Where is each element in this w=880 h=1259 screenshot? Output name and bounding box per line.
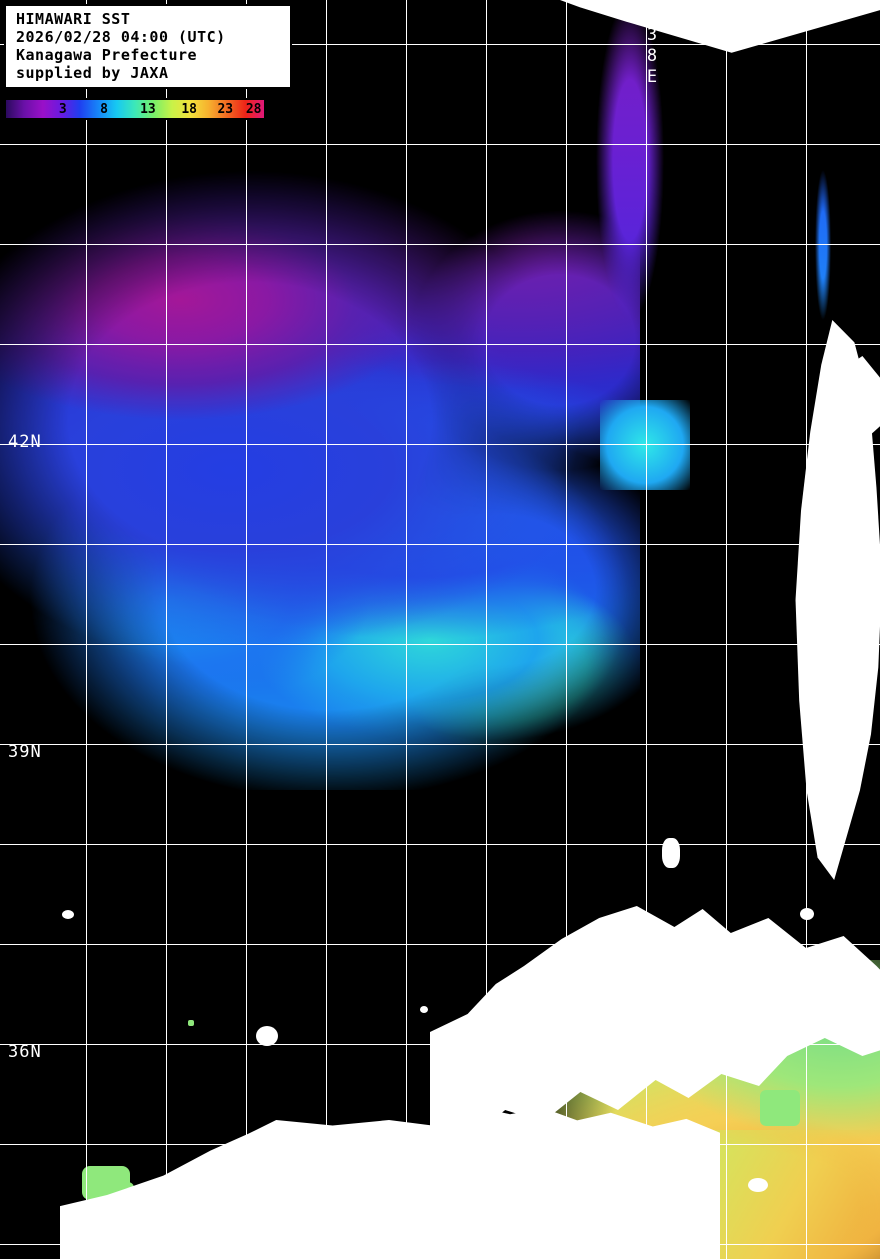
longitude-label: 138E	[642, 4, 662, 88]
sst-green-patch-3	[188, 1020, 194, 1026]
observation-timestamp: 2026/02/28 04:00 (UTC)	[16, 28, 226, 46]
colorbar-tick: 28	[245, 102, 262, 117]
colorbar-tick: 3	[58, 102, 67, 117]
product-title: HIMAWARI SST	[16, 10, 131, 28]
landmass-islet-3	[662, 838, 680, 868]
latitude-label: 39N	[8, 742, 42, 762]
landmass-islet-5	[748, 1178, 768, 1192]
colorbar-tick: 23	[217, 102, 234, 117]
landmass-islet-7	[420, 1006, 428, 1013]
sst-colorbar: 3 8 13 18 23 28	[4, 98, 266, 120]
landmass-islet-1	[62, 910, 74, 919]
landmass-islet-2	[256, 1026, 278, 1046]
data-attribution: supplied by JAXA	[16, 64, 169, 82]
sst-region-sea-of-japan-cold	[0, 170, 640, 790]
colorbar-tick: 18	[181, 102, 197, 117]
latitude-label: 36N	[8, 1042, 42, 1062]
colorbar-tick: 13	[140, 102, 156, 117]
landmass-islet-4	[800, 908, 814, 920]
region-name: Kanagawa Prefecture	[16, 46, 198, 64]
colorbar-tick: 8	[100, 102, 108, 117]
colorbar-gradient	[6, 100, 264, 118]
sst-region-okhotsk-strip	[596, 0, 666, 330]
sst-green-patch-5	[760, 1090, 800, 1126]
landmass-islet-6	[700, 1176, 710, 1184]
latitude-label: 42N	[8, 432, 42, 452]
title-info-box: HIMAWARI SST 2026/02/28 04:00 (UTC) Kana…	[4, 4, 292, 89]
sst-region-warm-eddy	[600, 400, 690, 490]
sst-region-kuril-filament	[806, 170, 840, 320]
